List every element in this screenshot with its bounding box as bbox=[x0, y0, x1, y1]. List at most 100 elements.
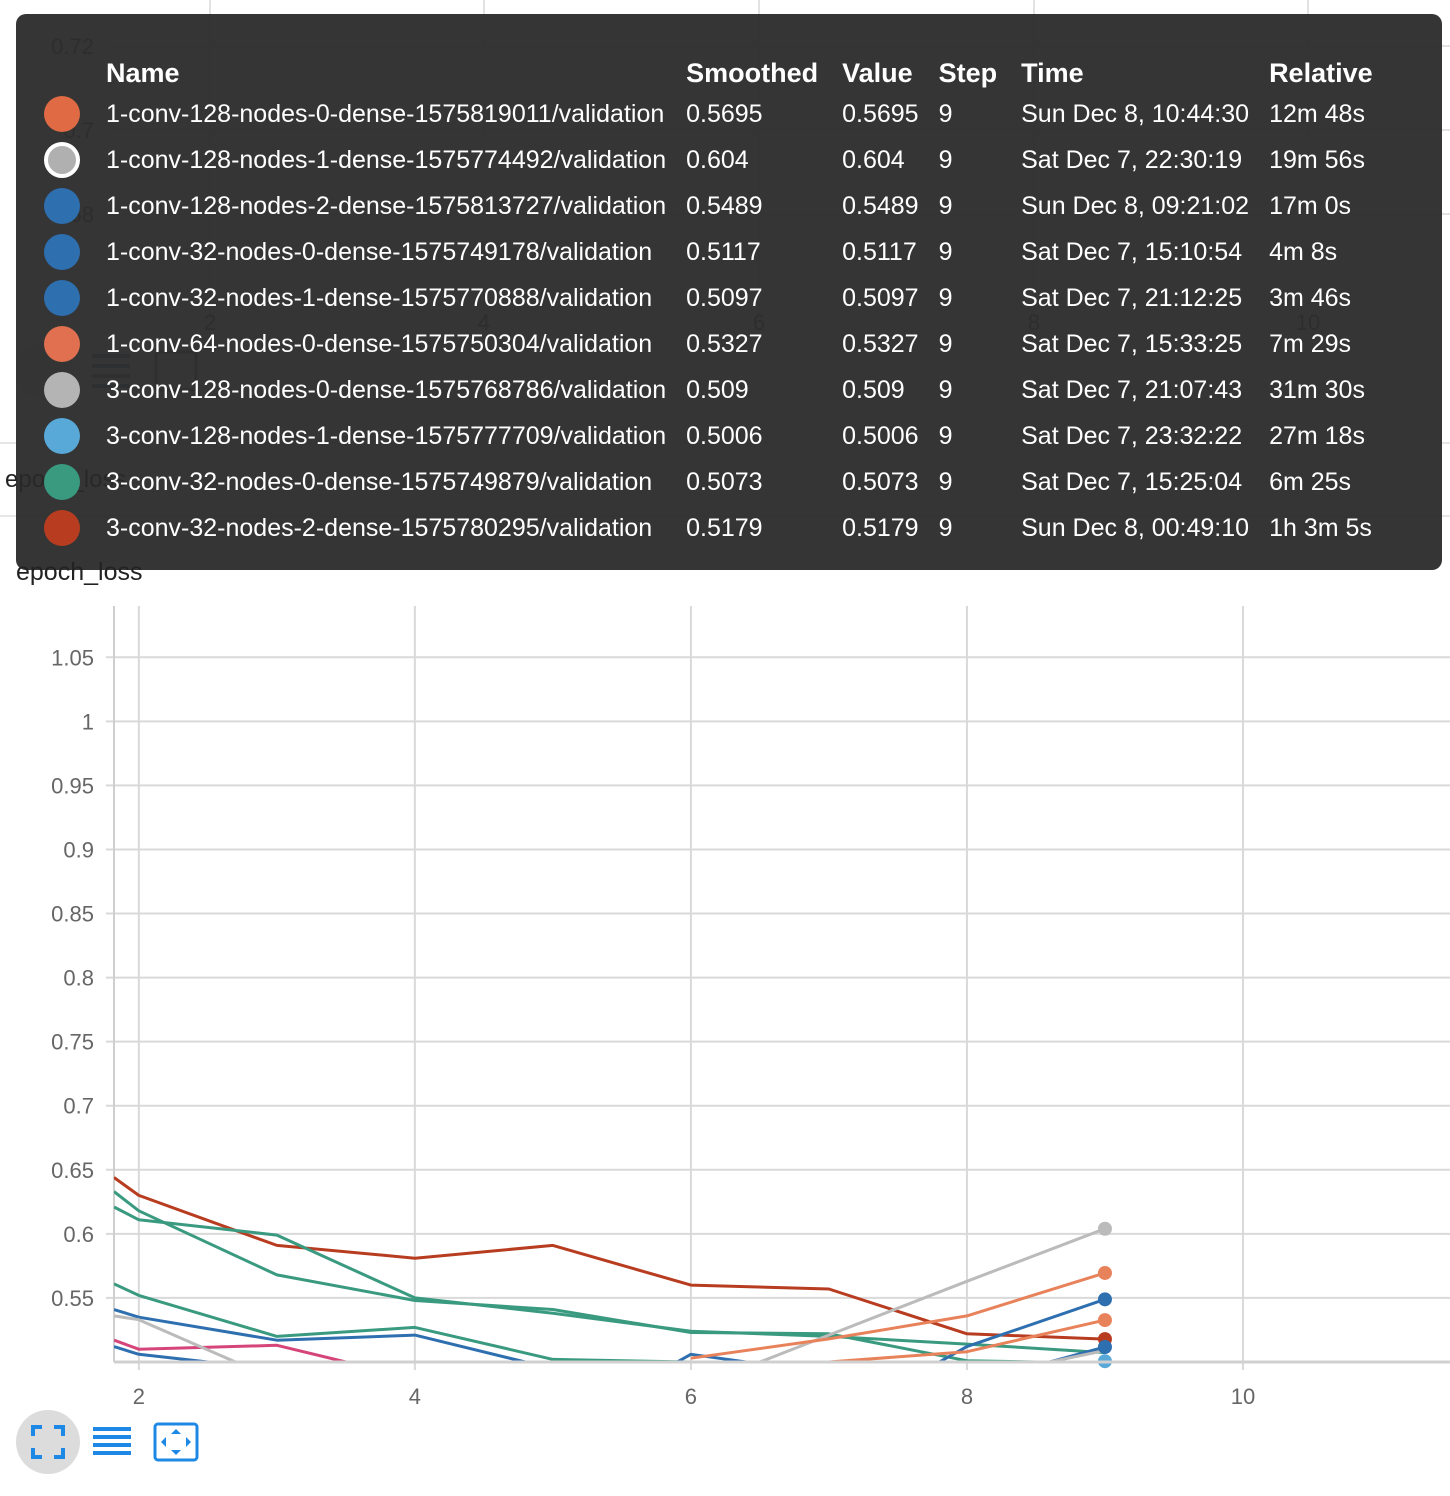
swatch-cell bbox=[44, 459, 106, 505]
series-line bbox=[114, 1205, 1106, 1355]
y-tick-label: 0.95 bbox=[51, 773, 94, 798]
row-step: 9 bbox=[938, 191, 953, 220]
fit-domain-button[interactable] bbox=[144, 1410, 208, 1474]
row-time: Sat Dec 7, 15:10:54 bbox=[1021, 237, 1243, 266]
swatch-cell bbox=[44, 275, 106, 321]
y-tick-label: 0.65 bbox=[51, 1158, 94, 1183]
series-color-swatch bbox=[44, 326, 80, 362]
series-line bbox=[676, 1352, 747, 1362]
tooltip-table: Name Smoothed Value Step Time Relative 1… bbox=[44, 55, 1397, 551]
series-color-swatch bbox=[44, 188, 80, 224]
row-name: 1-conv-64-nodes-0-dense-1575750304/valid… bbox=[106, 329, 653, 358]
row-smoothed: 0.5073 bbox=[686, 467, 763, 496]
series-line bbox=[114, 1282, 691, 1362]
row-name: 3-conv-32-nodes-0-dense-1575749879/valid… bbox=[106, 467, 653, 496]
row-value: 0.5006 bbox=[842, 421, 919, 450]
toggle-log-scale-button[interactable] bbox=[80, 1410, 144, 1474]
header-value: Value bbox=[842, 57, 913, 88]
y-tick-label: 0.9 bbox=[63, 837, 94, 862]
row-name: 1-conv-32-nodes-1-dense-1575770888/valid… bbox=[106, 283, 653, 312]
row-value: 0.5327 bbox=[842, 329, 919, 358]
row-name: 1-conv-128-nodes-1-dense-1575774492/vali… bbox=[106, 145, 667, 174]
x-tick-label: 6 bbox=[685, 1384, 697, 1409]
series-line bbox=[114, 1176, 1106, 1341]
row-relative: 4m 8s bbox=[1269, 237, 1338, 266]
x-tick-label: 8 bbox=[961, 1384, 973, 1409]
swatch-cell bbox=[44, 505, 106, 551]
series-color-swatch bbox=[44, 372, 80, 408]
header-time: Time bbox=[1021, 57, 1084, 88]
row-smoothed: 0.5097 bbox=[686, 283, 763, 312]
y-tick-label: 0.6 bbox=[63, 1222, 94, 1247]
y-tick-label: 1 bbox=[82, 709, 94, 734]
series-color-swatch bbox=[44, 418, 80, 454]
x-tick-label: 10 bbox=[1231, 1384, 1255, 1409]
series-line bbox=[114, 1345, 209, 1362]
tooltip-header-row: Name Smoothed Value Step Time Relative bbox=[44, 55, 1397, 91]
row-time: Sat Dec 7, 21:07:43 bbox=[1021, 375, 1243, 404]
row-relative: 31m 30s bbox=[1269, 375, 1365, 404]
row-relative: 1h 3m 5s bbox=[1269, 513, 1372, 542]
row-time: Sat Dec 7, 15:25:04 bbox=[1021, 467, 1243, 496]
row-name: 1-conv-128-nodes-2-dense-1575813727/vali… bbox=[106, 191, 667, 220]
x-tick-label: 4 bbox=[409, 1384, 421, 1409]
row-name: 1-conv-128-nodes-0-dense-1575819011/vali… bbox=[106, 99, 665, 128]
row-name: 3-conv-128-nodes-0-dense-1575768786/vali… bbox=[106, 375, 667, 404]
row-smoothed: 0.5006 bbox=[686, 421, 763, 450]
row-value: 0.509 bbox=[842, 375, 905, 404]
header-smoothed: Smoothed bbox=[686, 57, 819, 88]
expand-icon bbox=[31, 1425, 65, 1459]
row-relative: 17m 0s bbox=[1269, 191, 1352, 220]
series-color-swatch bbox=[44, 280, 80, 316]
epoch-loss-chart: 0.55 0.6 0.65 0.7 0.75 0.8 0.85 0.9 0.95 1 1.05 2 4 6… bbox=[51, 606, 1450, 1409]
y-tick-label: 1.05 bbox=[51, 645, 94, 670]
row-relative: 12m 48s bbox=[1269, 99, 1365, 128]
row-relative: 19m 56s bbox=[1269, 145, 1365, 174]
swatch-cell bbox=[44, 183, 106, 229]
row-time: Sun Dec 8, 10:44:30 bbox=[1021, 99, 1250, 128]
row-smoothed: 0.5327 bbox=[686, 329, 763, 358]
tooltip-row: 3-conv-128-nodes-0-dense-1575768786/vali… bbox=[44, 367, 1397, 413]
series-color-swatch bbox=[44, 464, 80, 500]
row-smoothed: 0.5117 bbox=[686, 237, 761, 266]
row-relative: 6m 25s bbox=[1269, 467, 1352, 496]
row-relative: 27m 18s bbox=[1269, 421, 1365, 450]
y-tick-label: 0.7 bbox=[63, 1094, 94, 1119]
row-step: 9 bbox=[938, 467, 953, 496]
series-end-point bbox=[1097, 1265, 1112, 1280]
row-step: 9 bbox=[938, 145, 953, 174]
row-smoothed: 0.5179 bbox=[686, 513, 763, 542]
row-time: Sun Dec 8, 09:21:02 bbox=[1021, 191, 1250, 220]
tooltip-row: 3-conv-128-nodes-1-dense-1575777709/vali… bbox=[44, 413, 1397, 459]
row-time: Sat Dec 7, 22:30:19 bbox=[1021, 145, 1243, 174]
row-value: 0.5695 bbox=[842, 99, 919, 128]
chart-title: epoch_loss bbox=[16, 558, 143, 586]
series-line bbox=[938, 1297, 1106, 1362]
row-relative: 3m 46s bbox=[1269, 283, 1352, 312]
row-relative: 7m 29s bbox=[1269, 329, 1352, 358]
swatch-cell bbox=[44, 413, 106, 459]
swatch-cell bbox=[44, 321, 106, 367]
x-tick-label: 2 bbox=[133, 1384, 145, 1409]
row-time: Sat Dec 7, 21:12:25 bbox=[1021, 283, 1243, 312]
series-end-markers bbox=[1097, 1221, 1112, 1369]
header-step: Step bbox=[938, 57, 998, 88]
swatch-cell bbox=[44, 229, 106, 275]
header-name: Name bbox=[106, 57, 180, 88]
row-name: 3-conv-32-nodes-2-dense-1575780295/valid… bbox=[106, 513, 653, 542]
expand-button[interactable] bbox=[16, 1410, 80, 1474]
row-step: 9 bbox=[938, 237, 953, 266]
grid bbox=[106, 606, 1450, 1370]
series-line bbox=[828, 1318, 1106, 1362]
row-time: Sun Dec 8, 00:49:10 bbox=[1021, 513, 1250, 542]
y-tick-label: 0.55 bbox=[51, 1286, 94, 1311]
y-tick-label: 0.8 bbox=[63, 966, 94, 991]
row-value: 0.5117 bbox=[842, 237, 917, 266]
row-smoothed: 0.509 bbox=[686, 375, 749, 404]
swatch-cell bbox=[44, 137, 106, 183]
series-color-swatch bbox=[44, 510, 80, 546]
series-lines bbox=[114, 1176, 1106, 1362]
swatch-cell bbox=[44, 91, 106, 137]
series-line bbox=[114, 1308, 526, 1362]
row-step: 9 bbox=[938, 329, 953, 358]
